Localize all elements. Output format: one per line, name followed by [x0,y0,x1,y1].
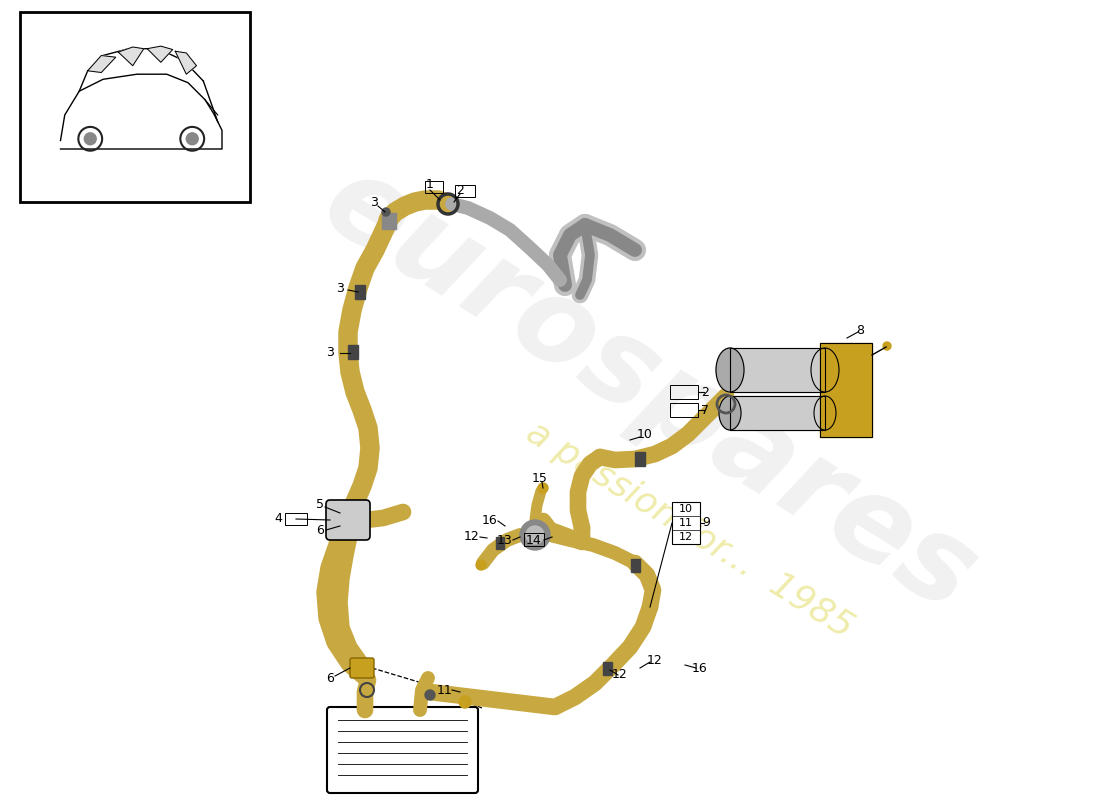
Text: eurospares: eurospares [304,143,997,637]
Text: 10: 10 [637,429,653,442]
Bar [730,348,825,392]
Polygon shape [88,55,116,73]
Ellipse shape [716,348,744,392]
Circle shape [425,690,435,700]
Text: 6: 6 [316,523,323,537]
Bar [672,502,700,544]
Ellipse shape [719,396,741,430]
Bar [670,385,698,399]
Text: 8: 8 [856,323,864,337]
Circle shape [85,133,96,145]
Text: 9: 9 [702,517,710,530]
Bar [630,558,639,571]
Circle shape [526,526,544,544]
Bar [496,537,504,549]
Text: 7: 7 [701,403,710,417]
Bar [635,452,645,466]
Text: 15: 15 [532,471,548,485]
Circle shape [186,133,198,145]
Bar [820,343,872,437]
Text: 11: 11 [679,518,693,528]
Text: 16: 16 [482,514,498,526]
Text: 11: 11 [437,683,453,697]
Text: 12: 12 [464,530,480,543]
Text: 5: 5 [316,498,324,511]
Bar [425,181,443,193]
Text: 6: 6 [326,671,334,685]
Ellipse shape [811,348,839,392]
Polygon shape [147,46,173,62]
Text: 2: 2 [456,183,464,197]
Text: 2: 2 [701,386,708,398]
Circle shape [382,208,390,216]
Bar [670,403,698,417]
Text: 14: 14 [526,534,542,546]
Text: a passion for...  1985: a passion for... 1985 [520,415,859,645]
Circle shape [883,342,891,350]
Bar [382,213,396,229]
Circle shape [520,520,550,550]
Text: 16: 16 [692,662,708,674]
Text: 12: 12 [647,654,663,666]
Circle shape [459,696,471,708]
Bar [524,533,544,546]
Text: 13: 13 [497,534,513,546]
Polygon shape [119,47,144,66]
FancyBboxPatch shape [326,500,370,540]
Circle shape [476,560,486,570]
Bar [820,343,872,437]
Circle shape [538,483,548,493]
Polygon shape [175,51,197,74]
Bar [455,185,475,197]
Text: 3: 3 [370,195,378,209]
Bar [355,285,365,299]
Text: 12: 12 [612,669,628,682]
Bar [730,396,825,430]
Text: 3: 3 [337,282,344,294]
Bar [20,12,250,202]
Text: 12: 12 [679,532,693,542]
Bar [730,396,825,430]
Bar [348,345,358,359]
Bar [603,662,612,674]
Text: 3: 3 [326,346,334,358]
Text: 4: 4 [274,513,282,526]
Text: 10: 10 [679,504,693,514]
Bar [730,348,825,392]
Bar [285,513,307,525]
FancyBboxPatch shape [327,707,478,793]
FancyBboxPatch shape [350,658,374,678]
Ellipse shape [814,396,836,430]
Text: 1: 1 [426,178,433,191]
